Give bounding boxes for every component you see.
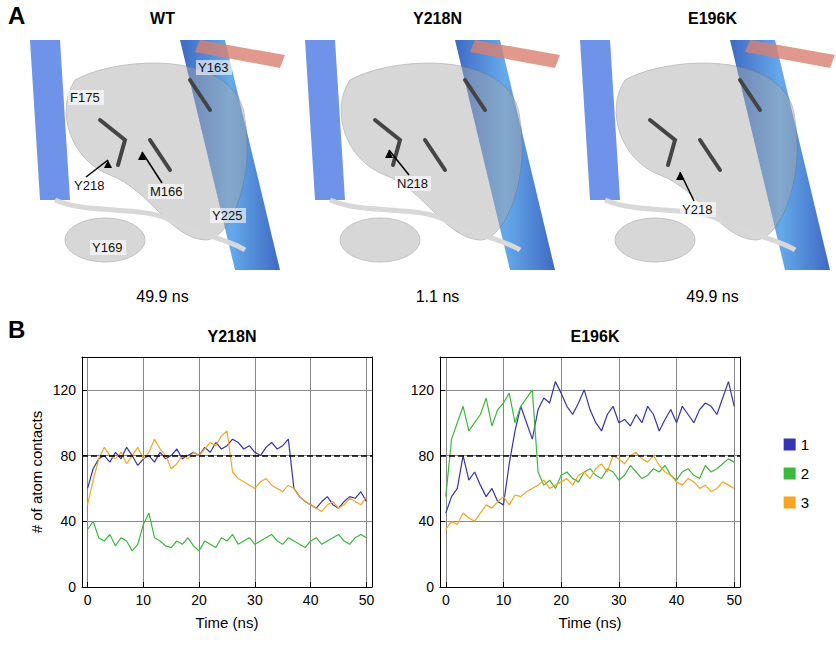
svg-text:20: 20 (553, 592, 569, 608)
svg-text:80: 80 (418, 448, 434, 464)
svg-text:Y163: Y163 (198, 60, 228, 75)
svg-text:1: 1 (801, 436, 809, 453)
svg-text:20: 20 (191, 592, 207, 608)
svg-text:Y218: Y218 (682, 202, 712, 217)
svg-text:80: 80 (60, 448, 76, 464)
svg-text:B: B (8, 316, 25, 343)
svg-text:1.1 ns: 1.1 ns (416, 288, 460, 305)
svg-text:30: 30 (611, 592, 627, 608)
svg-text:49.9 ns: 49.9 ns (686, 288, 738, 305)
svg-text:Y218N: Y218N (208, 328, 257, 345)
svg-text:40: 40 (418, 513, 434, 529)
svg-text:0: 0 (84, 592, 92, 608)
svg-text:2: 2 (801, 465, 809, 482)
svg-text:49.9 ns: 49.9 ns (136, 288, 188, 305)
svg-text:50: 50 (359, 592, 375, 608)
svg-text:# of atom contacts: # of atom contacts (28, 411, 45, 534)
svg-text:30: 30 (247, 592, 263, 608)
svg-text:E196K: E196K (688, 10, 737, 27)
svg-text:Time (ns): Time (ns) (196, 614, 259, 631)
svg-text:120: 120 (411, 382, 435, 398)
svg-text:40: 40 (60, 513, 76, 529)
svg-text:WT: WT (150, 10, 175, 27)
svg-text:Y169: Y169 (92, 240, 122, 255)
svg-text:M166: M166 (150, 184, 183, 199)
svg-text:120: 120 (53, 382, 77, 398)
svg-text:40: 40 (303, 592, 319, 608)
svg-text:40: 40 (669, 592, 685, 608)
svg-text:Y218: Y218 (74, 178, 104, 193)
svg-text:N218: N218 (397, 176, 428, 191)
svg-text:Y225: Y225 (212, 208, 242, 223)
svg-text:0: 0 (68, 579, 76, 595)
svg-text:Y218N: Y218N (413, 10, 462, 27)
svg-text:50: 50 (726, 592, 742, 608)
svg-text:3: 3 (801, 494, 809, 511)
svg-text:Time (ns): Time (ns) (559, 614, 622, 631)
svg-text:A: A (8, 2, 25, 29)
svg-text:0: 0 (426, 579, 434, 595)
svg-text:E196K: E196K (571, 328, 620, 345)
svg-text:0: 0 (442, 592, 450, 608)
svg-text:F175: F175 (70, 90, 100, 105)
svg-text:10: 10 (136, 592, 152, 608)
svg-text:10: 10 (496, 592, 512, 608)
